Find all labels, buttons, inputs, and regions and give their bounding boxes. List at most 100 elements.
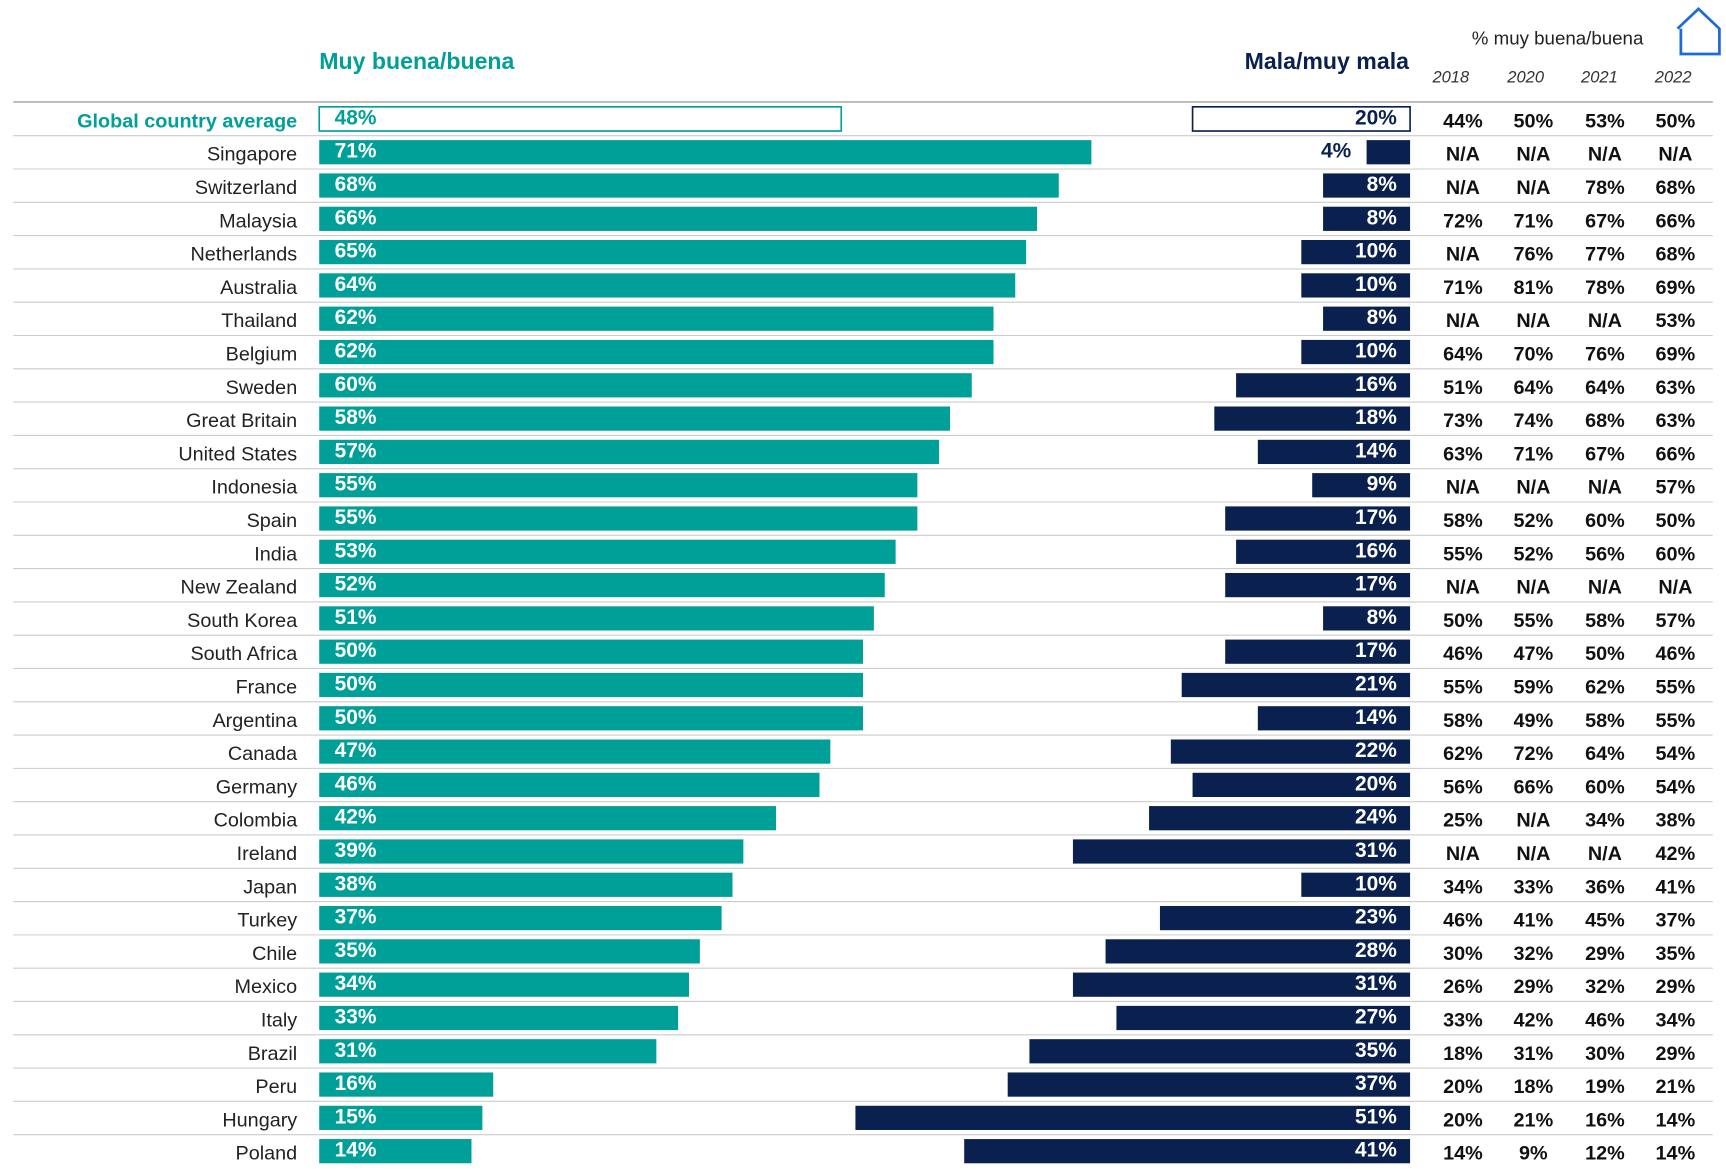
table-cell: 78% bbox=[1585, 177, 1625, 199]
table-cell: 42% bbox=[1514, 1010, 1554, 1032]
table-cell: N/A bbox=[1516, 810, 1550, 832]
bar-good bbox=[319, 672, 863, 698]
bar-good bbox=[319, 1139, 472, 1164]
bar-good bbox=[319, 839, 744, 864]
table-cell: N/A bbox=[1446, 310, 1480, 332]
value-label: 52% bbox=[335, 573, 377, 596]
bar-bad bbox=[1301, 339, 1411, 365]
bar-bad bbox=[1170, 739, 1411, 764]
year-header: 2020 bbox=[1506, 69, 1545, 87]
table-cell: 69% bbox=[1656, 344, 1696, 366]
bar-good bbox=[319, 1072, 494, 1097]
value-label: 38% bbox=[335, 872, 377, 895]
value-label: 50% bbox=[335, 639, 377, 662]
table-cell: 58% bbox=[1443, 510, 1483, 532]
value-label: 46% bbox=[335, 772, 377, 795]
table-cell: 64% bbox=[1585, 377, 1625, 399]
value-label: 66% bbox=[335, 206, 377, 229]
table-cell: 50% bbox=[1514, 110, 1554, 132]
table-cell: 72% bbox=[1514, 743, 1554, 765]
value-label: 22% bbox=[1355, 739, 1397, 762]
value-label: 10% bbox=[1355, 273, 1397, 296]
value-label: 34% bbox=[335, 972, 377, 995]
value-label: 35% bbox=[335, 939, 377, 962]
table-cell: 44% bbox=[1443, 110, 1483, 132]
category-label: Singapore bbox=[207, 144, 297, 166]
value-label: 18% bbox=[1355, 406, 1397, 429]
table-cell: 69% bbox=[1656, 277, 1696, 299]
category-label: Great Britain bbox=[186, 410, 297, 432]
bar-bad bbox=[1192, 772, 1411, 797]
bar-good bbox=[319, 1005, 679, 1031]
bar-bad bbox=[1072, 972, 1411, 997]
value-label: 14% bbox=[1355, 706, 1397, 729]
table-cell: N/A bbox=[1516, 577, 1550, 599]
value-label: 8% bbox=[1367, 606, 1398, 629]
table-cell: 36% bbox=[1585, 876, 1625, 898]
table-cell: 30% bbox=[1585, 1043, 1625, 1065]
table-cell: 49% bbox=[1514, 710, 1554, 732]
bar-good bbox=[319, 606, 874, 631]
table-cell: N/A bbox=[1588, 843, 1622, 865]
bar-good bbox=[319, 206, 1038, 231]
table-cell: N/A bbox=[1446, 177, 1480, 199]
value-label: 28% bbox=[1355, 939, 1397, 962]
value-label: 14% bbox=[1355, 439, 1397, 462]
bar-bad bbox=[1257, 439, 1411, 465]
category-label: Turkey bbox=[237, 910, 297, 932]
table-cell: 34% bbox=[1585, 810, 1625, 832]
table-cell: 26% bbox=[1443, 976, 1483, 998]
table-cell: 29% bbox=[1656, 976, 1696, 998]
category-label: Malaysia bbox=[219, 210, 298, 232]
value-label: 16% bbox=[1355, 373, 1397, 396]
table-cell: 78% bbox=[1585, 277, 1625, 299]
bar-good bbox=[319, 439, 940, 465]
table-cell: 58% bbox=[1443, 710, 1483, 732]
table-cell: 21% bbox=[1656, 1076, 1696, 1098]
table-cell: 41% bbox=[1656, 876, 1696, 898]
table-cell: 67% bbox=[1585, 210, 1625, 232]
year-header: 2018 bbox=[1431, 69, 1470, 87]
table-cell: 47% bbox=[1514, 643, 1554, 665]
table-cell: 38% bbox=[1656, 810, 1696, 832]
bar-bad bbox=[1149, 806, 1411, 831]
bar-good bbox=[318, 105, 843, 132]
table-cell: 46% bbox=[1443, 910, 1483, 932]
table-cell: 14% bbox=[1656, 1143, 1696, 1165]
table-cell: 51% bbox=[1443, 377, 1483, 399]
table-cell: N/A bbox=[1446, 843, 1480, 865]
category-label: Peru bbox=[255, 1076, 297, 1098]
bar-good bbox=[319, 539, 896, 564]
home-icon[interactable] bbox=[1676, 6, 1721, 56]
bar-bad bbox=[1116, 1005, 1411, 1031]
table-cell: 34% bbox=[1656, 1010, 1696, 1032]
bar-bad bbox=[1225, 506, 1411, 531]
table-cell: 55% bbox=[1656, 710, 1696, 732]
table-cell: 55% bbox=[1443, 677, 1483, 699]
bar-bad bbox=[1323, 173, 1411, 198]
bar-bad bbox=[1225, 572, 1411, 598]
table-cell: 30% bbox=[1443, 943, 1483, 965]
category-label: Spain bbox=[247, 510, 298, 532]
value-label: 57% bbox=[335, 439, 377, 462]
table-cell: 46% bbox=[1585, 1010, 1625, 1032]
table-cell: 58% bbox=[1585, 710, 1625, 732]
bar-bad bbox=[1191, 105, 1411, 132]
table-cell: 68% bbox=[1585, 410, 1625, 432]
table-cell: 35% bbox=[1656, 943, 1696, 965]
table-title: % muy buena/buena bbox=[1472, 28, 1644, 49]
table-cell: N/A bbox=[1446, 577, 1480, 599]
category-label: Chile bbox=[252, 943, 297, 965]
table-cell: 68% bbox=[1656, 177, 1696, 199]
table-cell: 42% bbox=[1656, 843, 1696, 865]
bar-bad bbox=[1214, 406, 1411, 431]
table-cell: 16% bbox=[1585, 1109, 1625, 1131]
value-label: 50% bbox=[335, 706, 377, 729]
bar-good bbox=[319, 905, 722, 931]
value-label: 8% bbox=[1367, 306, 1398, 329]
bar-bad bbox=[1257, 706, 1411, 731]
bar-good bbox=[319, 306, 994, 331]
value-label: 31% bbox=[1355, 839, 1397, 862]
value-label: 33% bbox=[335, 1006, 377, 1029]
